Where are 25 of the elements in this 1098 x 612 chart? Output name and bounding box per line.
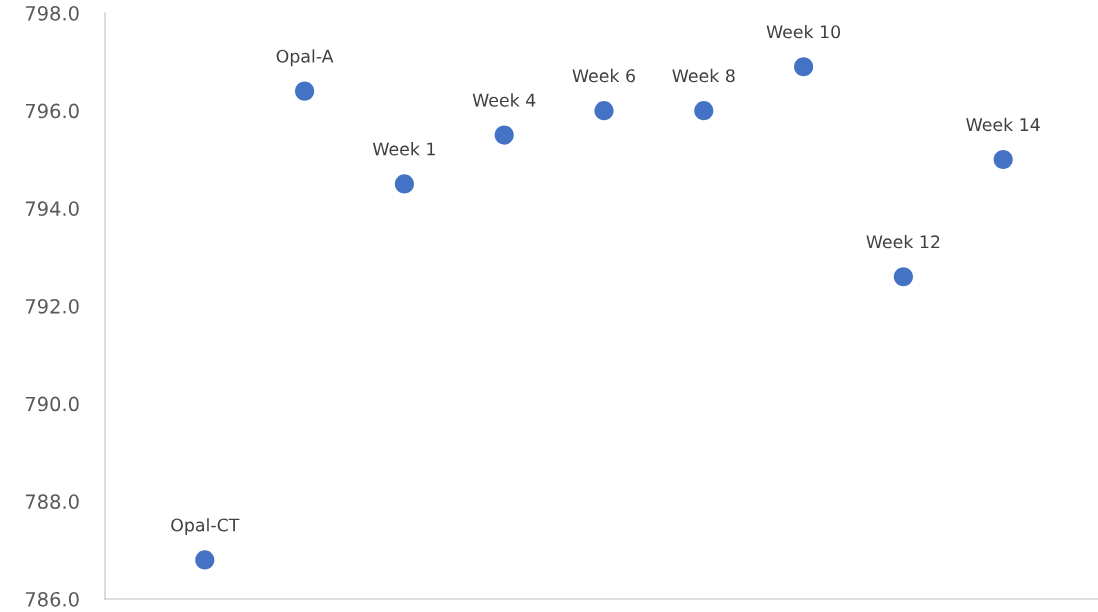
series-label: Opal-A — [276, 49, 334, 67]
series-label: Week 4 — [472, 93, 536, 107]
series-label: Opal-CT — [171, 518, 240, 535]
series-label: Week 6 — [572, 68, 635, 83]
series-label: Week 14 — [966, 117, 1040, 132]
y-tick-label: 792.0 — [25, 298, 79, 314]
point — [893, 267, 913, 287]
series-label: Week 8 — [672, 68, 735, 83]
series-label: Week 10 — [766, 24, 841, 39]
point — [694, 101, 714, 121]
point — [494, 125, 514, 145]
y-tick-label: 788.0 — [25, 494, 79, 509]
y-tick-label: 796.0 — [25, 103, 79, 119]
point — [993, 149, 1013, 170]
y-tick-label: 790.0 — [25, 396, 79, 412]
point — [394, 174, 414, 194]
point — [594, 101, 614, 121]
series-label: Week 1 — [372, 142, 435, 156]
y-tick-label: 794.0 — [25, 201, 79, 216]
point — [295, 81, 315, 101]
point — [195, 550, 215, 570]
series-label: Week 12 — [866, 234, 940, 249]
point — [794, 57, 814, 77]
y-tick-label: 798.0 — [25, 5, 79, 21]
y-tick-label: 786.0 — [25, 591, 79, 607]
